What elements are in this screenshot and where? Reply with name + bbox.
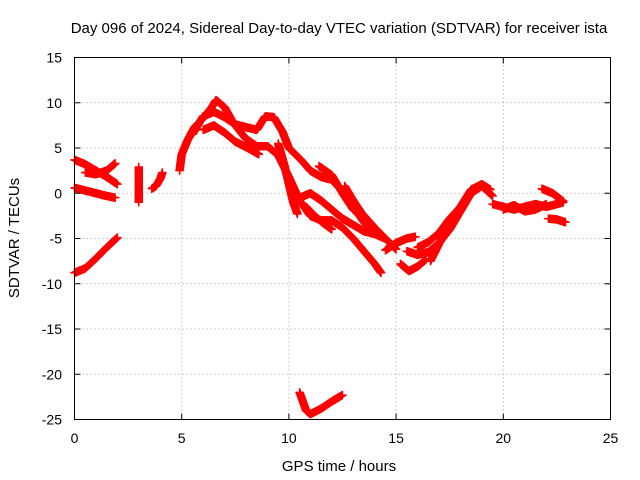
series-track-d <box>70 233 122 278</box>
series-track-p <box>396 255 431 276</box>
data-point <box>559 197 568 206</box>
series-track-f <box>147 168 167 193</box>
series-track-c <box>81 159 120 179</box>
data-point <box>158 168 167 177</box>
data-point <box>454 207 463 216</box>
x-tick-label: 25 <box>603 430 619 446</box>
series-track-k <box>301 202 336 234</box>
data-point <box>111 159 120 168</box>
y-tick-label: -10 <box>42 276 62 292</box>
data-point <box>134 198 144 207</box>
series-track-v <box>537 184 568 206</box>
grid-lines <box>74 57 611 420</box>
data-point <box>113 233 122 242</box>
data-point <box>293 209 302 219</box>
y-axis-label: SDTVAR / TECUs <box>6 178 23 298</box>
y-tick-label: 15 <box>46 50 62 66</box>
x-tick-label: 15 <box>388 430 404 446</box>
series-track-s <box>426 207 463 266</box>
series-track-l <box>295 189 401 254</box>
data-marks <box>70 95 570 419</box>
data-point <box>486 185 495 194</box>
axis-ticks: 0 5 10 15 20 25 -25 -20 -15 -10 -5 0 5 10 15 <box>42 50 619 447</box>
data-point <box>411 232 420 241</box>
data-point <box>111 193 120 202</box>
series-track-x <box>295 388 347 419</box>
x-tick-label: 5 <box>178 430 186 446</box>
data-point <box>541 199 551 209</box>
series-track-n <box>340 181 390 243</box>
data-point <box>254 150 264 159</box>
y-tick-label: 5 <box>54 140 62 156</box>
y-tick-label: -20 <box>42 366 62 382</box>
chart-title: Day 096 of 2024, Sidereal Day-to-day VTE… <box>71 20 608 37</box>
series-track-w <box>544 214 570 227</box>
data-point <box>381 234 390 243</box>
y-tick-label: 0 <box>54 185 62 201</box>
series-track-e <box>134 162 144 207</box>
data-point <box>376 268 386 278</box>
data-point <box>338 390 347 400</box>
data-point <box>488 191 497 201</box>
series-track-i <box>198 121 264 159</box>
x-tick-label: 0 <box>71 430 79 446</box>
series-track-o <box>381 232 420 255</box>
y-tick-label: -25 <box>42 412 62 428</box>
data-point <box>113 180 122 189</box>
series-track-b <box>70 183 120 202</box>
data-point <box>561 218 570 227</box>
x-tick-label: 20 <box>496 430 512 446</box>
data-point <box>327 225 336 234</box>
series-track-j <box>273 139 302 219</box>
x-tick-label: 10 <box>281 430 297 446</box>
y-tick-label: 10 <box>46 95 62 111</box>
y-tick-label: -5 <box>50 231 63 247</box>
series-track-u <box>499 199 551 216</box>
x-axis-label: GPS time / hours <box>282 458 396 475</box>
y-tick-label: -15 <box>42 321 62 337</box>
